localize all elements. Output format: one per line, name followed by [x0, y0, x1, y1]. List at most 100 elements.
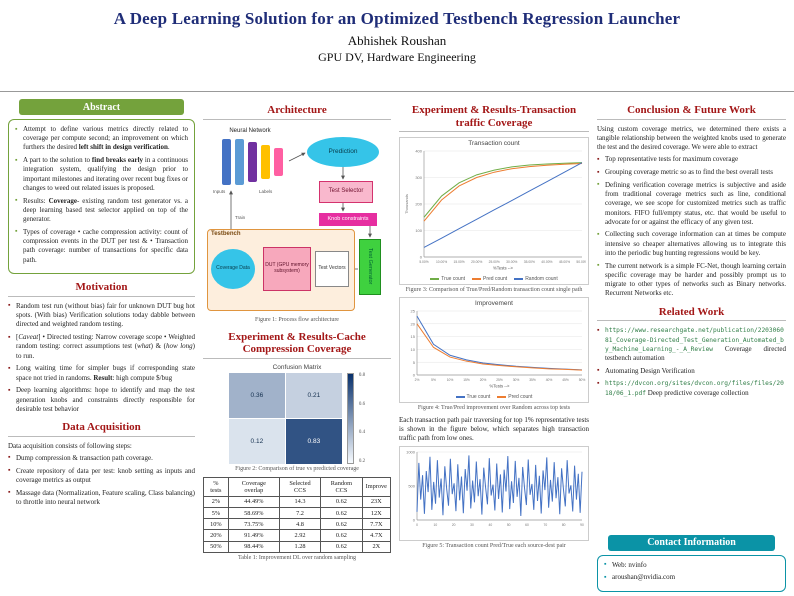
svg-text:10: 10	[433, 523, 437, 527]
conclusion-item: The current network is a simple FC-Net, …	[597, 261, 786, 299]
related-work-item: Automating Design Verification	[597, 366, 786, 376]
poster-title: A Deep Learning Solution for an Optimize…	[113, 9, 681, 28]
testbench-label: Testbench	[211, 230, 241, 237]
svg-text:70: 70	[543, 523, 547, 527]
svg-text:20: 20	[411, 322, 416, 327]
svg-text:30.00%: 30.00%	[506, 260, 517, 264]
svg-text:10.00%: 10.00%	[436, 260, 447, 264]
related-work-item: https://www.researchgate.net/publication…	[597, 326, 786, 363]
figure-5: 0 500 1000 0 10 20 30 40 50 60 70 80 90	[399, 446, 589, 542]
test-generator-node: Test Generator	[359, 238, 381, 295]
labels-label: Labels	[259, 188, 273, 194]
svg-text:0: 0	[420, 255, 423, 260]
inputs-label: Inputs	[213, 188, 226, 194]
related-work-item: https://dvcon.org/sites/dvcon.org/files/…	[597, 379, 786, 397]
svg-text:20.00%: 20.00%	[471, 260, 482, 264]
prediction-node: Prediction	[307, 136, 379, 167]
svg-text:35%: 35%	[529, 378, 536, 382]
motivation-item: [Caveat] • Directed testing: Narrow cove…	[8, 333, 195, 361]
motivation-list: Random test run (without bias) fair for …	[8, 301, 195, 414]
svg-text:50: 50	[507, 523, 511, 527]
figure-2-caption: Figure 2: Comparison of true vs predicte…	[235, 466, 359, 473]
transaction-results-heading: Experiment & Results-Transaction traffic…	[399, 104, 589, 133]
figure-3: Transaction count 0 100 200 300 400 5.00% 10.0…	[399, 137, 589, 286]
related-work-list: https://www.researchgate.net/publication…	[597, 326, 786, 398]
svg-text:25.00%: 25.00%	[489, 260, 500, 264]
svg-text:500: 500	[408, 484, 415, 489]
related-link-url[interactable]: https://www.researchgate.net/publication…	[605, 327, 784, 353]
figure-5-caption: Figure 5: Transaction count Pred/True ea…	[422, 543, 566, 550]
data-acquisition-heading: Data Acquisition	[8, 421, 195, 437]
svg-text:80: 80	[562, 523, 566, 527]
conclusion-list: Top representative tests for maximum cov…	[597, 155, 786, 298]
svg-text:15%: 15%	[463, 378, 470, 382]
figure-4-title: Improvement	[475, 300, 513, 308]
test-vectors-node: Test Vectors	[315, 250, 349, 287]
svg-text:Thousands: Thousands	[404, 194, 409, 214]
figure-2: Confusion Matrix 0.36 0.21 0.12 0.83 0.8 0.6 0…	[203, 364, 391, 473]
neural-network-label: Neural Network	[229, 127, 271, 134]
svg-text:35.00%: 35.00%	[524, 260, 535, 264]
column-transaction-results: Experiment & Results-Transaction traffic…	[399, 97, 589, 594]
svg-text:2%: 2%	[415, 378, 420, 382]
svg-text:10%: 10%	[447, 378, 454, 382]
source-dest-traffic-chart: 0 500 1000 0 10 20 30 40 50 60 70 80 90	[402, 449, 586, 538]
svg-text:0: 0	[413, 373, 416, 378]
svg-text:20%: 20%	[480, 378, 487, 382]
improvement-chart: 0 5 10 15 20 25 2% 5% 10% 15% 20% 25% 30% 35% 40% 45% 50…	[410, 309, 586, 401]
related-link-text: Coverage directed testbench automation	[605, 344, 786, 362]
svg-text:5.00%: 5.00%	[419, 260, 428, 264]
contact-heading: Contact Information	[608, 534, 775, 551]
transaction-count-chart: 0 100 200 300 400 5.00% 10.00% 15.00% 20.00% 25.0…	[402, 148, 588, 282]
svg-text:20: 20	[452, 523, 456, 527]
related-link-url[interactable]: https://dvcon.org/sites/dvcon.org/files/…	[605, 380, 784, 397]
related-link-text: Deep predictive coverage collection	[647, 388, 749, 397]
neural-network-layers-icon	[215, 137, 289, 187]
abstract-list: Attempt to define various metrics direct…	[15, 125, 188, 265]
motivation-heading: Motivation	[8, 281, 195, 297]
svg-text:200: 200	[415, 202, 422, 207]
svg-text:25: 25	[411, 309, 416, 314]
svg-text:50.00%: 50.00%	[576, 260, 586, 264]
improvement-table: % tests Coverage overlap Selected CCS Rando…	[203, 477, 391, 553]
svg-text:15: 15	[411, 335, 416, 340]
figure-1-caption: Figure 1: Process flow architecture	[255, 316, 339, 323]
svg-text:40: 40	[488, 523, 492, 527]
data-acquisition-item: Create repository of data per test: knob…	[8, 466, 195, 485]
svg-text:10: 10	[411, 347, 416, 352]
svg-text:%Tests -->: %Tests -->	[490, 384, 510, 389]
motivation-item: Long waiting time for simpler bugs if co…	[8, 364, 195, 382]
test-selector-node: Test Selector	[319, 180, 373, 203]
coverage-data-node: Coverage Data	[211, 248, 255, 289]
svg-text:30: 30	[470, 523, 474, 527]
contact-section: Contact Information Web: nvinfo aroushan…	[597, 533, 786, 592]
svg-text:5: 5	[413, 360, 416, 365]
svg-text:0: 0	[413, 518, 416, 523]
abstract-item: Attempt to define various metrics direct…	[15, 125, 188, 153]
figure-3-caption: Figure 3: Comparison of True/Pred/Random…	[405, 287, 583, 294]
conclusion-item: Collecting such coverage information can…	[597, 230, 786, 258]
table-1-caption: Table 1: Improvement DL over random samp…	[238, 554, 356, 561]
related-link-text: Automating Design Verification	[605, 366, 695, 375]
svg-text:40.00%: 40.00%	[541, 260, 552, 264]
abstract-item: Types of coverage • cache compression ac…	[15, 227, 188, 265]
contact-box: Web: nvinfo aroushan@nvidia.com	[597, 554, 786, 592]
svg-text:%Tests -->: %Tests -->	[493, 266, 513, 271]
knob-constraints-node: Knob constraints	[319, 212, 377, 226]
conclusion-item: Defining verification coverage metrics i…	[597, 180, 786, 227]
svg-text:15.00%: 15.00%	[454, 260, 465, 264]
svg-text:45%: 45%	[562, 378, 569, 382]
abstract-item: Results: Coverage- existing random test …	[15, 196, 188, 225]
svg-text:50%: 50%	[579, 378, 586, 382]
contact-email[interactable]: aroushan@nvidia.com	[604, 573, 779, 582]
data-acquisition-intro: Data acquisition consists of following s…	[8, 441, 132, 450]
motivation-item: Random test run (without bias) fair for …	[8, 301, 195, 330]
conclusion-heading: Conclusion & Future Work	[597, 104, 786, 120]
figure-4-caption: Figure 4: True/Pred improvement over Ran…	[417, 405, 571, 412]
svg-text:45.00%: 45.00%	[559, 260, 570, 264]
figure-4: Improvement 0 5 10 15 20 25 2% 5% 10% 15% 20% 25% 30…	[399, 297, 589, 404]
author-name: Abhishek Roushan	[347, 33, 447, 48]
affiliation: GPU DV, Hardware Engineering	[318, 50, 476, 64]
architecture-diagram: Neural Network Inputs Labels Train Predi…	[203, 124, 391, 315]
transaction-paragraph: Each transaction path pair traversing fo…	[399, 415, 589, 443]
